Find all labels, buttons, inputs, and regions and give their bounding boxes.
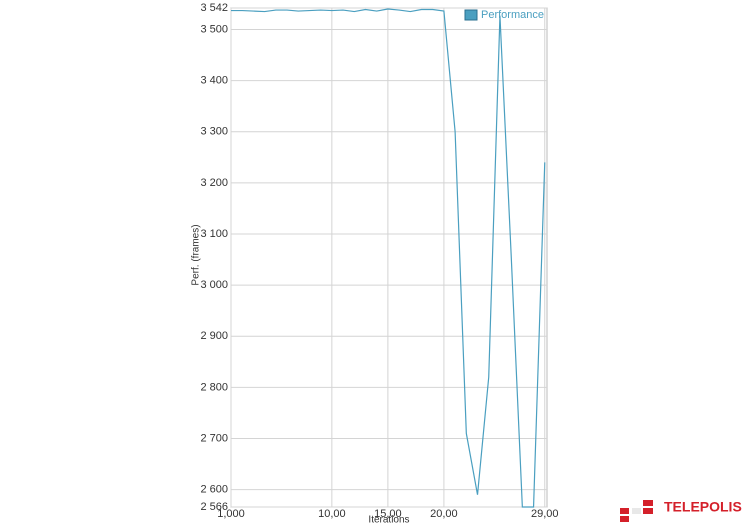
legend-label: Performance xyxy=(481,9,544,21)
data-line xyxy=(231,8,546,508)
logo-mark xyxy=(632,508,641,514)
y-tick-label: 2 600 xyxy=(200,484,228,496)
y-tick-label: 2 900 xyxy=(200,330,228,342)
y-tick-label: 3 200 xyxy=(200,177,228,189)
logo-text: TELEPOLIS xyxy=(664,499,742,515)
x-axis-label: Iterations xyxy=(368,515,409,526)
x-tick-label: 20,00 xyxy=(430,508,458,520)
y-tick-label: 2 700 xyxy=(200,432,228,444)
y-tick-label: 3 400 xyxy=(200,75,228,87)
x-tick-label: 29,00 xyxy=(531,508,559,520)
y-tick-label: 2 800 xyxy=(200,381,228,393)
legend-swatch xyxy=(464,9,478,21)
logo-mark xyxy=(643,508,653,514)
x-tick-label: 10,00 xyxy=(318,508,346,520)
y-tick-label: 3 542 xyxy=(200,2,228,14)
logo: TELEPOLIS xyxy=(620,499,742,522)
x-tick-label: 15,00 xyxy=(374,508,402,520)
plot-area xyxy=(230,7,548,508)
y-tick-label: 3 000 xyxy=(200,279,228,291)
logo-mark xyxy=(643,500,653,506)
y-axis-label: Perf. (frames) xyxy=(191,224,202,285)
logo-mark xyxy=(620,516,629,522)
y-tick-label: 2 566 xyxy=(200,501,228,513)
logo-mark xyxy=(620,508,629,514)
y-tick-label: 3 100 xyxy=(200,228,228,240)
y-tick-label: 3 300 xyxy=(200,126,228,138)
x-tick-label: 1,000 xyxy=(217,508,245,520)
y-tick-label: 3 500 xyxy=(200,23,228,35)
